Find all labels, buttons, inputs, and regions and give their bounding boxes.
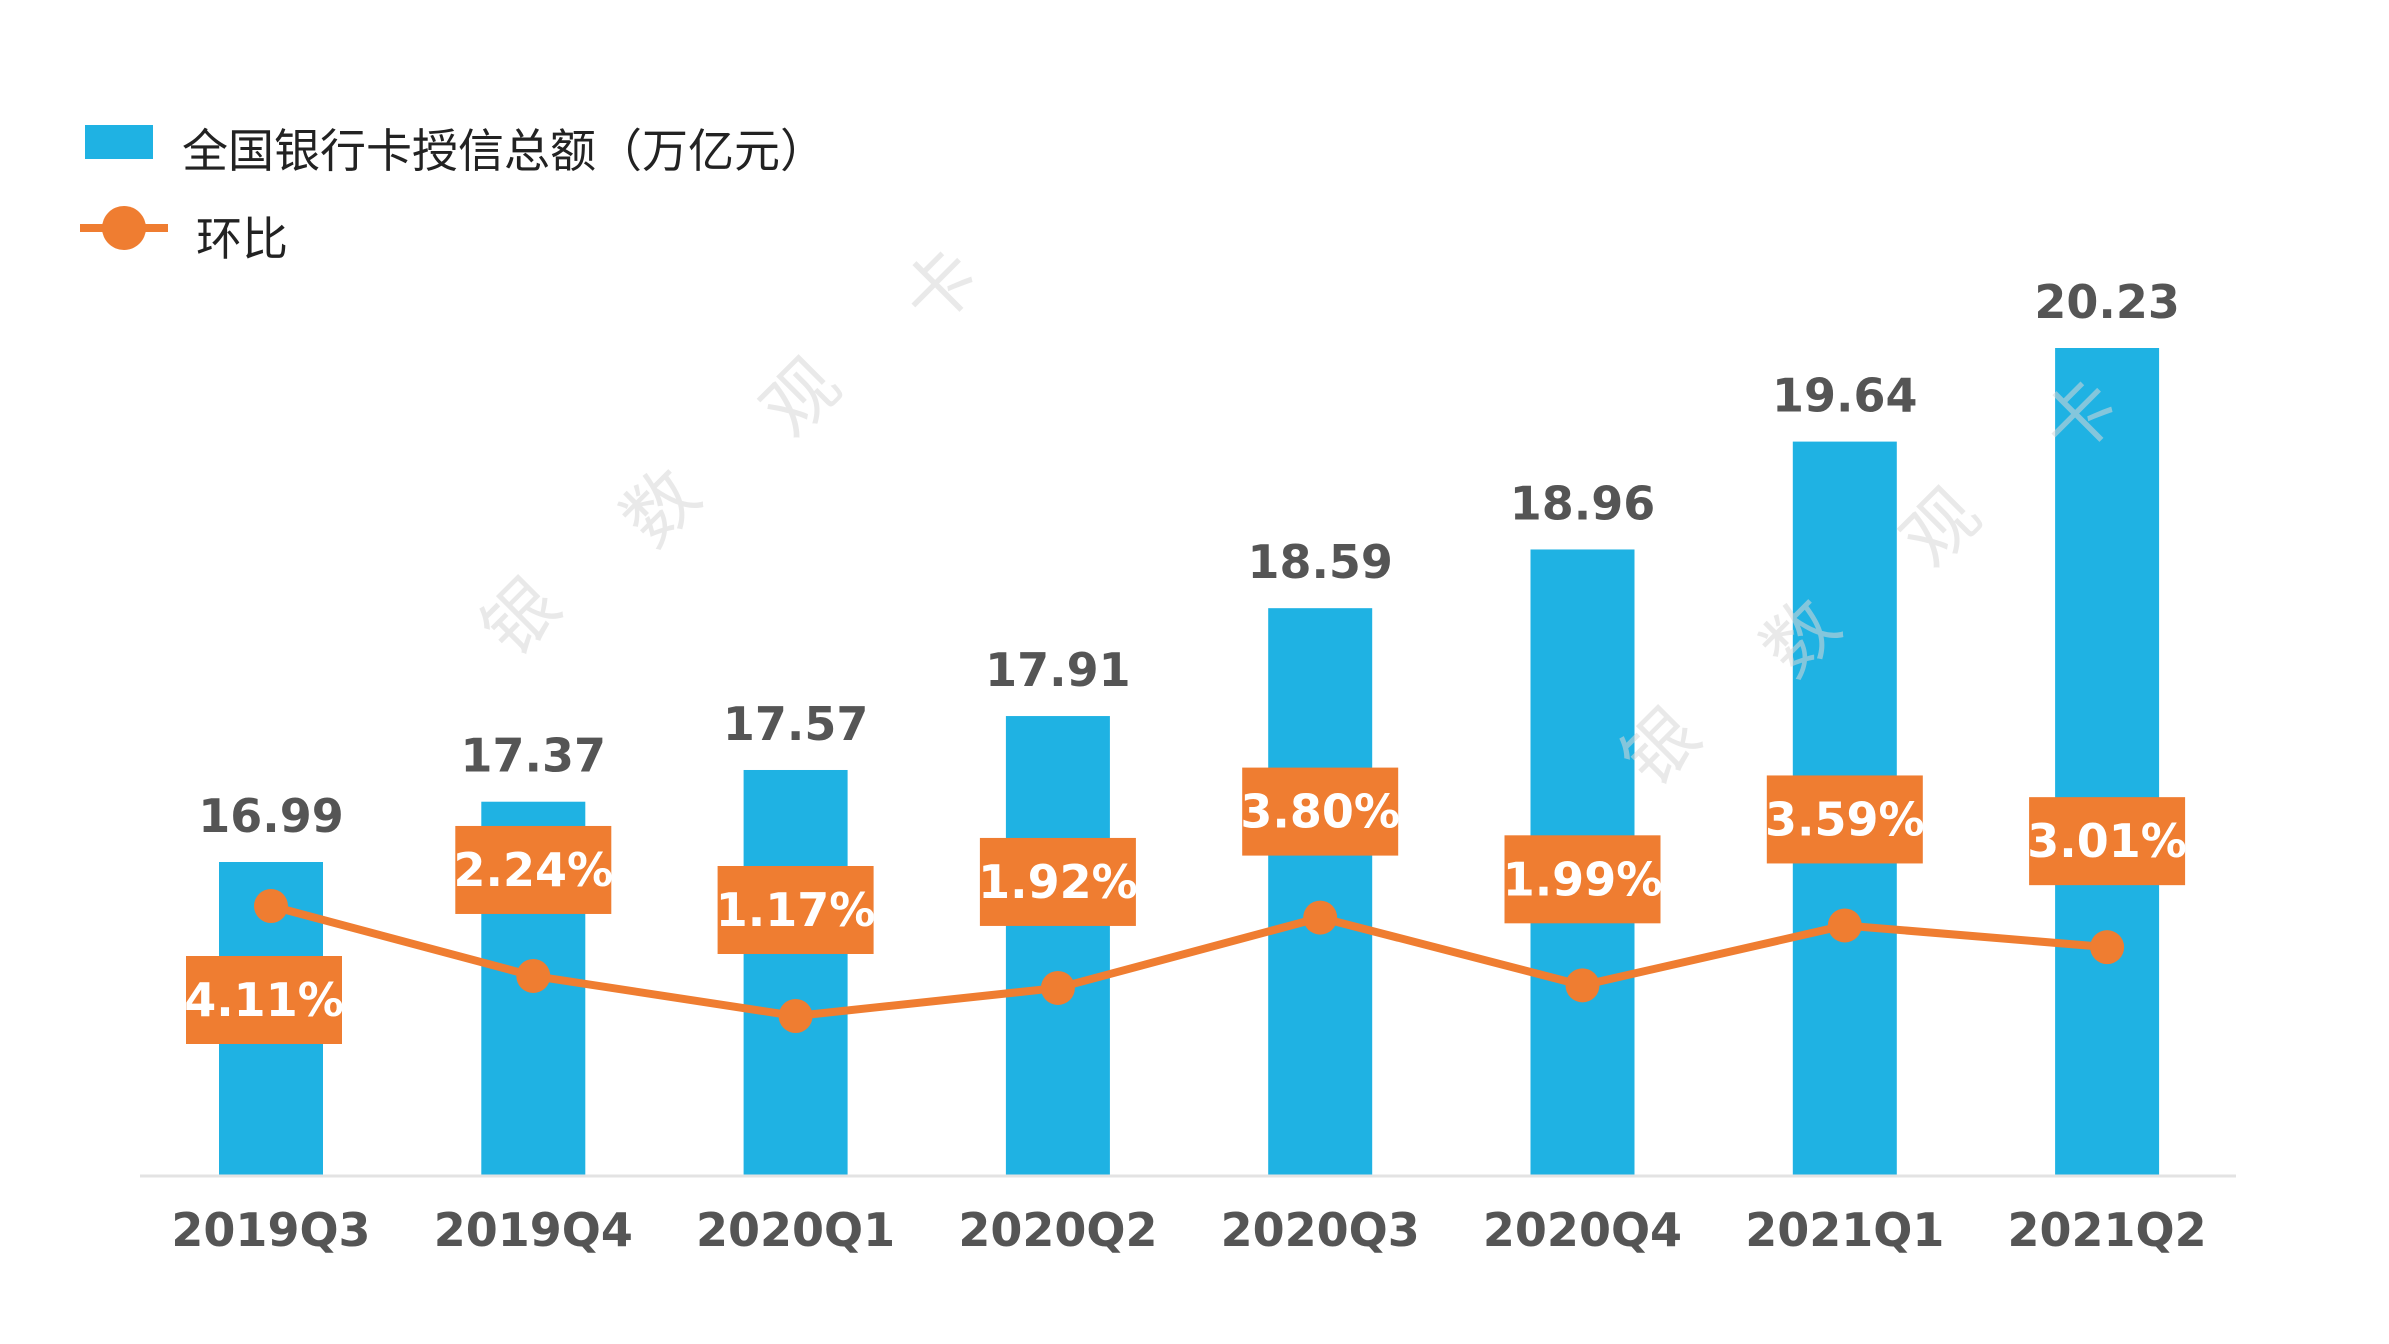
line-value-label: 4.11% — [184, 973, 344, 1027]
bar-value-label: 17.37 — [461, 729, 607, 783]
line-point — [1040, 970, 1075, 1005]
x-tick-label: 2021Q2 — [2008, 1203, 2207, 1257]
bar — [1268, 608, 1373, 1176]
bar — [1005, 716, 1110, 1176]
bar-value-label: 20.23 — [2034, 275, 2180, 329]
bar — [743, 769, 848, 1176]
bar-value-label: 17.57 — [723, 697, 869, 751]
x-tick-label: 2020Q3 — [1221, 1203, 1420, 1257]
x-tick-label: 2019Q3 — [171, 1203, 370, 1257]
line-value-label: 2.24% — [454, 843, 614, 897]
bar-value-label: 18.59 — [1247, 535, 1393, 589]
legend-line-swatch — [80, 206, 168, 250]
x-tick-label: 2020Q2 — [958, 1203, 1157, 1257]
line-value-label: 3.01% — [2027, 814, 2187, 868]
x-tick-label: 2021Q1 — [1745, 1203, 1944, 1257]
line-point — [1827, 908, 1862, 943]
line-value-label: 1.17% — [716, 883, 876, 937]
bar-value-label: 16.99 — [198, 789, 344, 843]
line-point — [778, 999, 813, 1033]
data-label-box — [2029, 797, 2186, 886]
line-point — [2090, 930, 2125, 965]
legend-bar-swatch — [85, 125, 153, 159]
line-point — [1565, 968, 1600, 1003]
data-label-box — [1504, 835, 1661, 924]
bar — [2055, 348, 2160, 1176]
legend-bar-label: 全国银行卡授信总额（万亿元） — [182, 124, 826, 178]
x-tick-label: 2019Q4 — [434, 1203, 633, 1257]
data-label-box — [717, 866, 874, 954]
legend-line-label: 环比 — [196, 212, 288, 266]
line-point — [516, 958, 551, 993]
bar-value-label: 19.64 — [1772, 369, 1918, 423]
series-line — [269, 902, 2108, 1020]
x-tick-label: 2020Q4 — [1483, 1203, 1682, 1257]
labels-layer: 16.99 17.37 17.57 17.91 18.59 18.96 19.64 20.23… — [184, 275, 2187, 1044]
bar-value-label: 18.96 — [1510, 476, 1656, 530]
line-value-label: 1.99% — [1503, 852, 1663, 906]
data-label-box — [455, 825, 612, 914]
line-value-label: 1.92% — [978, 855, 1138, 909]
line-value-label: 3.59% — [1765, 792, 1925, 846]
data-label-box — [1766, 775, 1923, 864]
axis-layer: 2019Q3 2019Q4 2020Q1 2020Q2 2020Q3 2020Q4 2021… — [140, 1174, 2236, 1257]
data-label-box — [186, 956, 342, 1044]
bar-value-label: 17.91 — [985, 643, 1131, 697]
line-point — [254, 889, 288, 923]
line-point — [1303, 900, 1338, 935]
data-label-box — [1242, 767, 1399, 856]
x-tick-label: 2020Q1 — [696, 1203, 895, 1257]
data-label-box — [979, 837, 1136, 926]
line-layer — [254, 889, 2125, 1033]
line-value-label: 3.80% — [1240, 785, 1400, 839]
